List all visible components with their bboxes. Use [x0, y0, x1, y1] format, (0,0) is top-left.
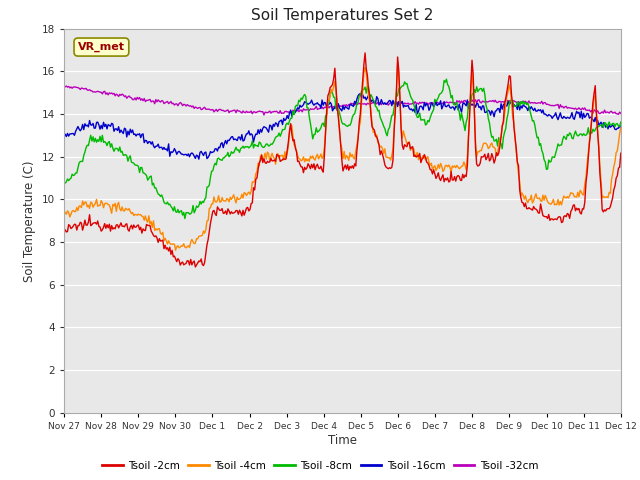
Text: VR_met: VR_met [78, 42, 125, 52]
Title: Soil Temperatures Set 2: Soil Temperatures Set 2 [252, 9, 433, 24]
X-axis label: Time: Time [328, 433, 357, 446]
Legend: Tsoil -2cm, Tsoil -4cm, Tsoil -8cm, Tsoil -16cm, Tsoil -32cm: Tsoil -2cm, Tsoil -4cm, Tsoil -8cm, Tsoi… [98, 456, 542, 475]
Y-axis label: Soil Temperature (C): Soil Temperature (C) [23, 160, 36, 282]
